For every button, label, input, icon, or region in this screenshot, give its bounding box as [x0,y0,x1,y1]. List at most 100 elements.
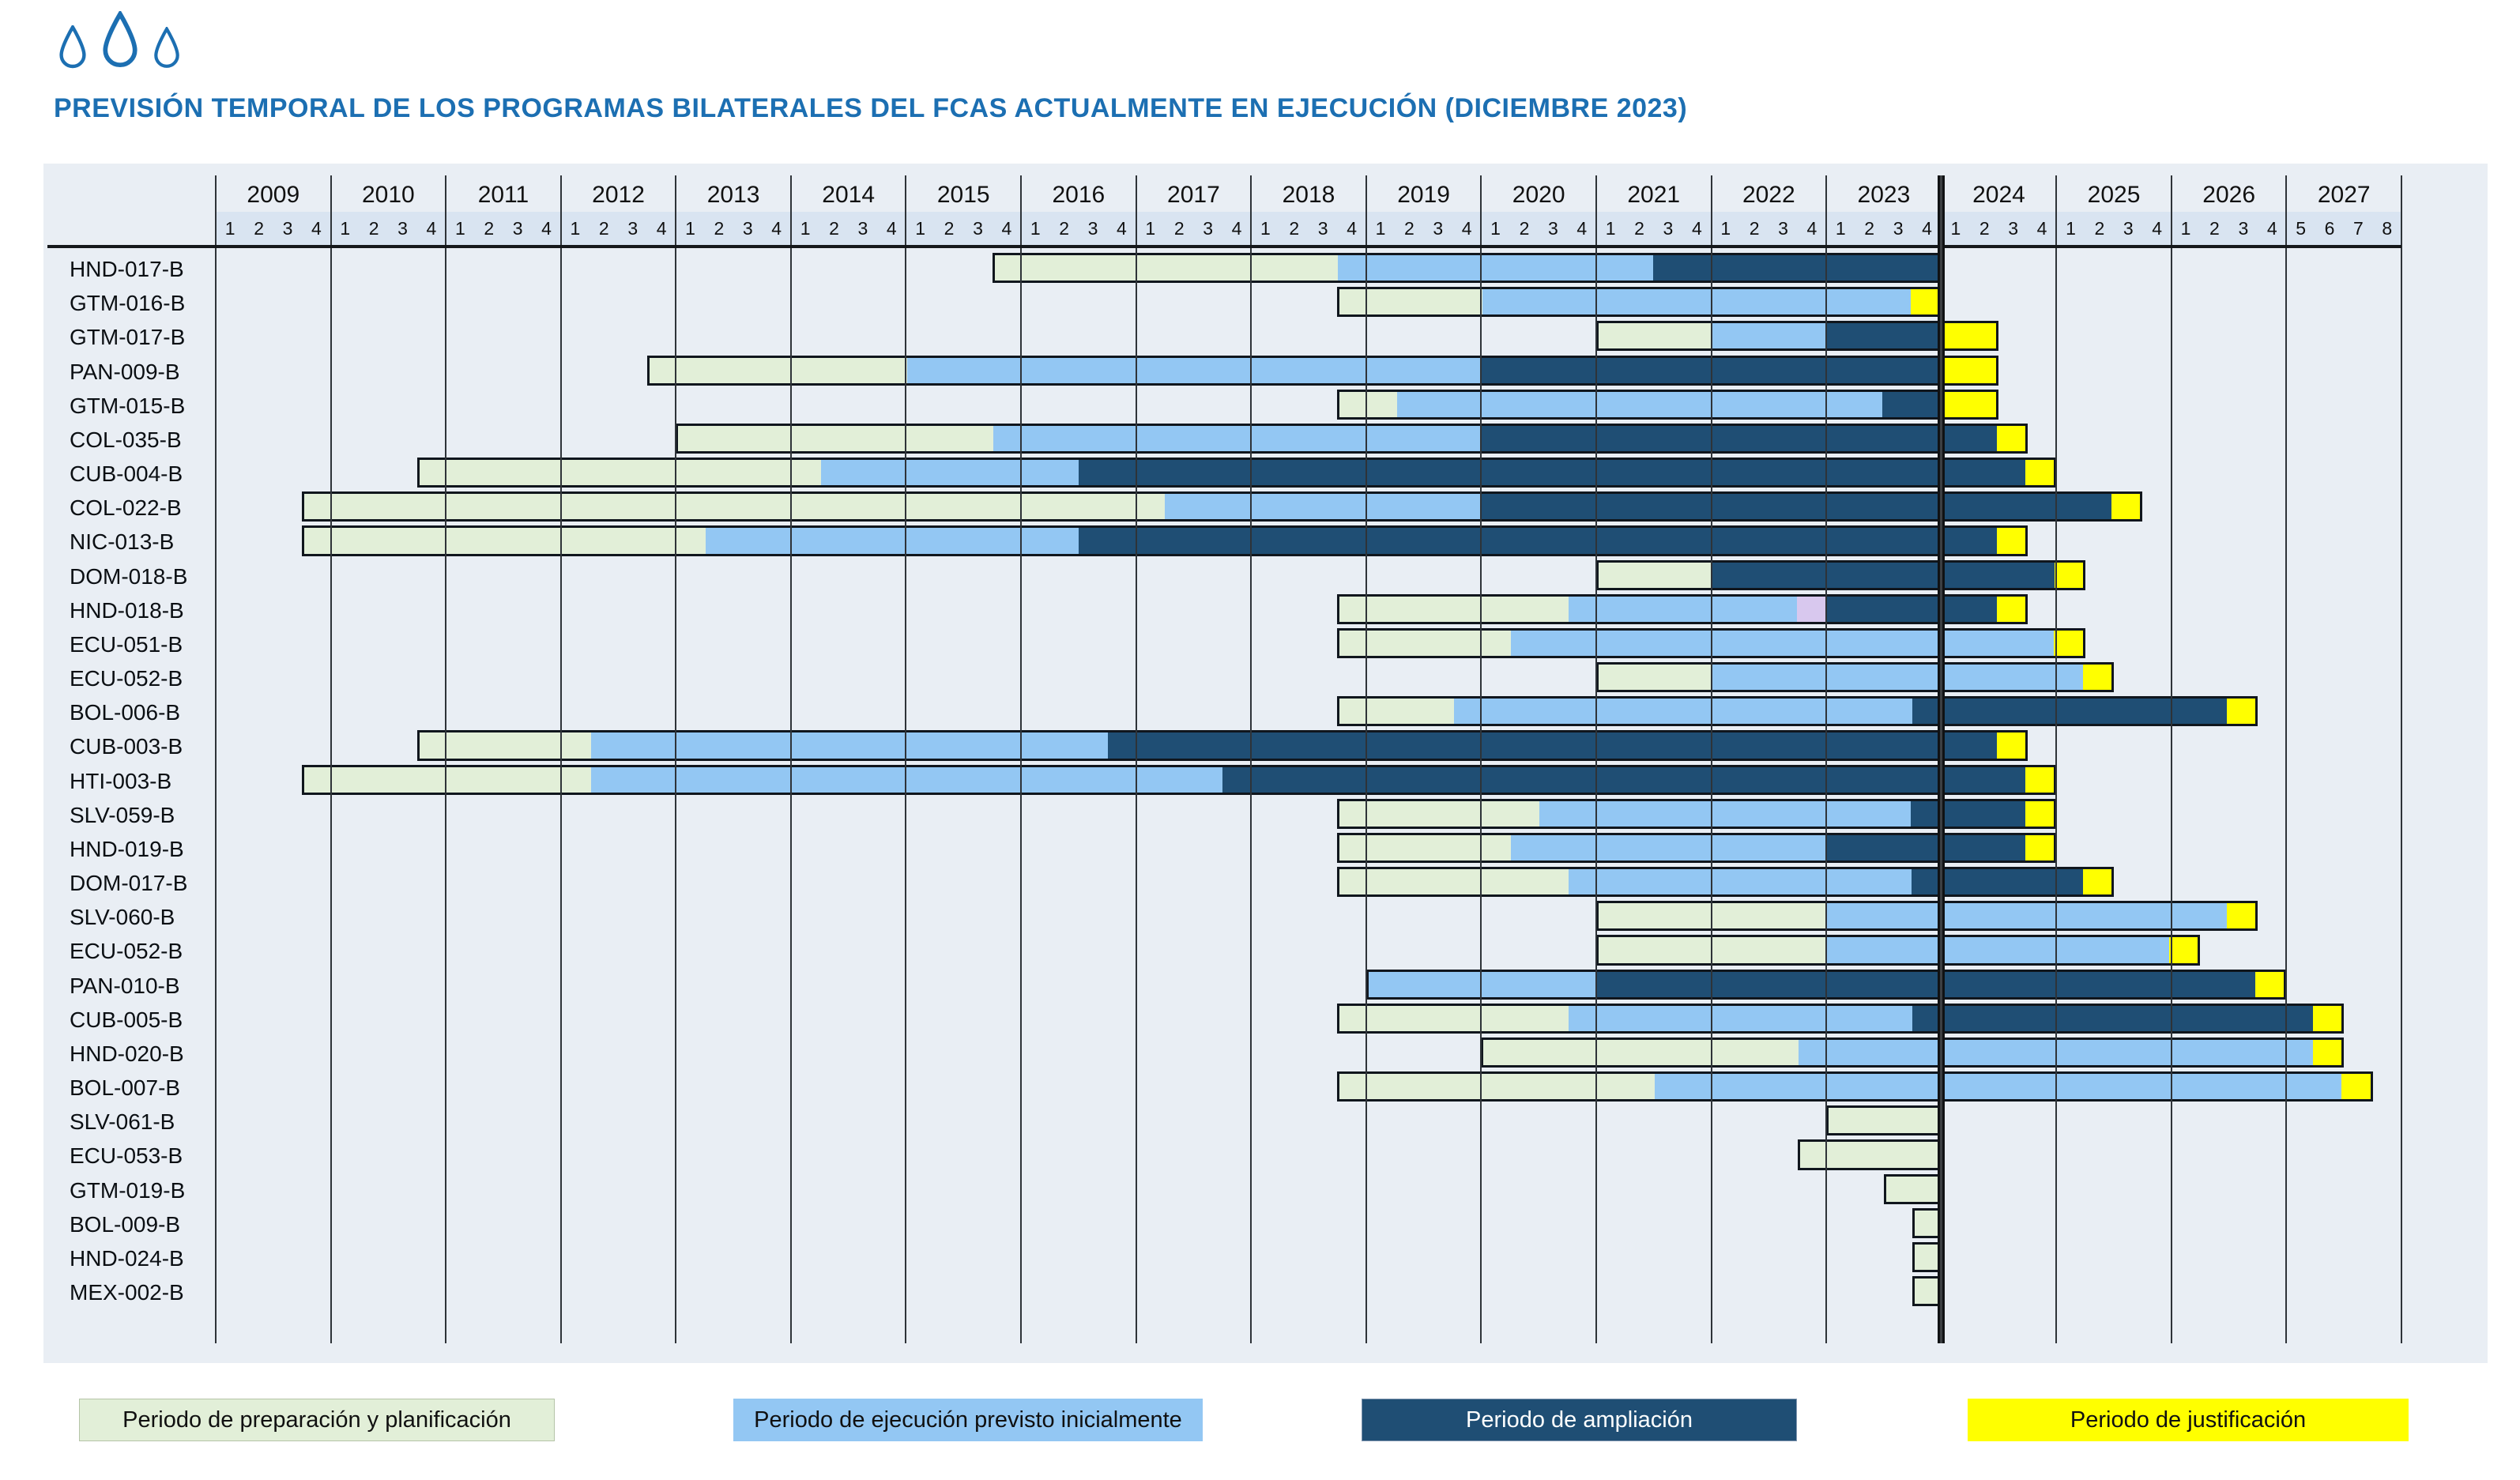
quarter-label: 7 [2353,218,2364,239]
gantt-bar-segment-ejecucion [907,357,1481,383]
gantt-bar [1595,901,2258,932]
gantt-bar-segment-justificacion [2226,903,2255,929]
year-label: 2012 [592,182,645,208]
quarter-label: 4 [1117,218,1127,239]
legend-item: Periodo de ejecución previsto inicialmen… [733,1399,1203,1441]
program-row-label: CUB-004-B [70,461,183,487]
program-row-label: CUB-005-B [70,1007,183,1032]
quarter-label: 1 [570,218,581,239]
gantt-bar-segment-preparacion [1339,391,1397,417]
quarter-label: 2 [944,218,955,239]
gantt-bar-segment-justificacion [1938,357,1997,383]
gantt-bar-segment-ejecucion [820,460,1079,486]
program-row-label: CUB-003-B [70,734,183,759]
gantt-bar-segment-ejecucion [1338,255,1653,281]
gantt-bar-segment-justificacion [2312,1005,2342,1031]
legend-item: Periodo de justificación [1968,1399,2409,1441]
quarter-label: 1 [1490,218,1501,239]
gantt-bar-segment-preparacion [1598,937,1827,963]
gantt-bar-segment-justificacion [1996,425,2025,451]
year-grid-line [1365,175,1367,1343]
gantt-bar [416,458,2057,488]
gantt-bar [416,730,2028,761]
gantt-bar-segment-ampliacion [1825,323,1940,349]
quarter-label: 3 [627,218,638,239]
water-drop-icon [59,25,86,69]
year-grid-line [215,175,217,1343]
quarter-label: 4 [311,218,322,239]
gantt-bar [1337,389,1999,420]
gantt-bar-segment-ampliacion [1652,255,1939,281]
gantt-bar-segment-preparacion [1339,289,1482,315]
quarter-label: 2 [1173,218,1185,239]
gantt-bar [1883,1173,1942,1204]
quarter-label: 4 [1231,218,1242,239]
year-grid-line [2055,175,2058,1343]
gantt-bar-segment-preparacion [419,460,821,486]
program-row-label: DOM-018-B [70,563,188,589]
gantt-bar-segment-ampliacion [1480,425,1997,451]
quarter-label: 1 [685,218,695,239]
gantt-bar [1337,1071,2373,1102]
quarter-label: 3 [2238,218,2249,239]
gantt-bar-segment-ampliacion [1825,834,2026,861]
quarter-label: 3 [1778,218,1788,239]
quarter-label: 3 [282,218,293,239]
program-row-label: PAN-010-B [70,973,180,998]
gantt-bar-segment-ejecucion [1568,596,1797,622]
program-row-label: DOM-017-B [70,871,188,896]
quarter-label: 2 [1864,218,1875,239]
gantt-bar-segment-justificacion [2054,630,2083,657]
gantt-bar [1595,559,2085,590]
quarter-label: 3 [1433,218,1444,239]
year-label: 2019 [1397,182,1450,208]
gantt-bar-segment-preparacion [1915,1210,1939,1236]
program-row-label: ECU-051-B [70,631,183,657]
quarter-label: 3 [397,218,408,239]
gantt-bar [1797,1139,1942,1170]
year-grid-line [2401,175,2403,1343]
year-grid-line [1710,175,1712,1343]
year-grid-line [1480,175,1482,1343]
gantt-bar-segment-preparacion [1799,1142,1939,1168]
gantt-panel: 2009 2010 2011 2012 2013 2014 2015 2016 2017 2018… [43,164,2488,1363]
quarter-header-band [216,212,2402,245]
gantt-bar-segment-ejecucion [1539,800,1912,827]
quarter-label: 2 [1059,218,1070,239]
program-row-label: GTM-015-B [70,393,186,418]
gantt-bar [676,423,2028,454]
quarter-label: 5 [2296,218,2307,239]
gantt-bar-segment-ejecucion [1454,699,1912,725]
quarter-label: 2 [1519,218,1530,239]
gantt-bar-segment-justificacion [1996,528,2025,554]
quarter-label: 1 [1950,218,1961,239]
gantt-bar [1337,287,1942,318]
gantt-bar-segment-ampliacion [1712,562,2055,588]
gantt-bar-segment-justificacion [1939,391,1997,417]
gantt-bar-segment-justificacion [2341,1074,2371,1100]
quarter-label: 1 [1720,218,1731,239]
year-grid-line [1825,175,1828,1343]
quarter-label: 2 [1289,218,1300,239]
program-row-label: ECU-052-B [70,939,183,964]
legend-label: Periodo de ejecución previsto inicialmen… [754,1407,1182,1433]
quarter-label: 4 [426,218,437,239]
gantt-bar-segment-preparacion [304,528,706,554]
program-row-label: HND-018-B [70,597,184,623]
quarter-label: 1 [224,218,235,239]
gantt-bar-segment-ejecucion [1569,1005,1912,1031]
quarter-label: 1 [2066,218,2076,239]
year-label: 2025 [2087,182,2141,208]
gantt-bar-segment-ejecucion [1511,630,2055,657]
gantt-bar-segment-preparacion [1339,1074,1655,1100]
gantt-bar-segment-preparacion [1339,1005,1569,1031]
gantt-bar-segment-ampliacion [1079,460,2025,486]
water-drop-icon [154,27,179,68]
program-row-label: HND-019-B [70,836,184,861]
program-row-label: HND-020-B [70,1041,184,1066]
year-label: 2023 [1857,182,1911,208]
gantt-bar-segment-preparacion [1829,1108,1939,1134]
gantt-bar [1337,832,2057,864]
quarter-label: 3 [2008,218,2019,239]
quarter-label: 4 [1347,218,1357,239]
